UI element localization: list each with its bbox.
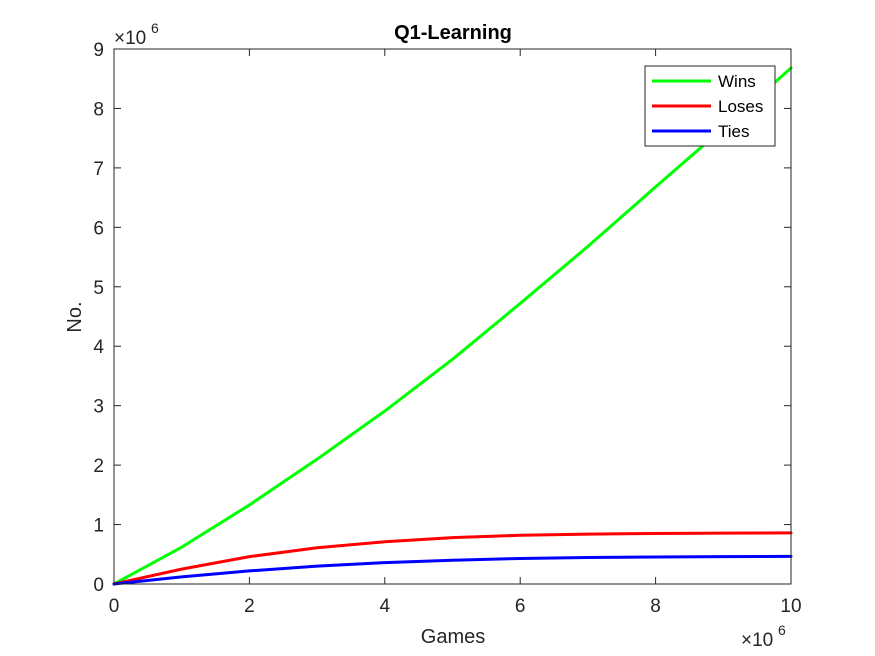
y-tick-label: 5 — [93, 278, 104, 299]
y-tick-label: 7 — [93, 159, 104, 180]
x-tick-label: 4 — [380, 596, 391, 617]
y-tick-label: 8 — [93, 99, 104, 120]
series-line-loses — [112, 531, 793, 586]
x-tick-label: 0 — [109, 596, 120, 617]
x-tick-label: 2 — [244, 596, 255, 617]
y-tick-label: 3 — [93, 397, 104, 418]
y-axis-label: No. — [64, 301, 86, 332]
x-tick-label: 6 — [515, 596, 526, 617]
x-tick-label: 8 — [650, 596, 661, 617]
y-tick-label: 4 — [93, 337, 104, 358]
x-axis-exponent: ×10 6 — [741, 622, 786, 651]
x-exponent-base: ×10 — [741, 630, 773, 651]
legend-items: Wins Loses Ties — [652, 72, 763, 141]
legend-label-ties: Ties — [718, 122, 750, 141]
x-axis-label: Games — [421, 626, 485, 648]
series-layer — [112, 66, 793, 586]
legend-label-wins: Wins — [718, 72, 756, 91]
y-tick-label: 2 — [93, 456, 104, 477]
y-tick-label: 1 — [93, 516, 104, 537]
chart-title: Q1-Learning — [394, 22, 512, 44]
y-tick-label: 0 — [93, 575, 104, 596]
x-tick-label: 10 — [780, 596, 801, 617]
y-axis-exponent: ×10 6 — [114, 20, 159, 49]
legend-label-loses: Loses — [718, 97, 763, 116]
series-line-wins — [112, 66, 793, 586]
y-tick-label: 9 — [93, 40, 104, 61]
y-tick-label: 6 — [93, 218, 104, 239]
ticks-layer: 0 2 4 6 8 10 0 1 2 3 4 5 6 7 8 9 — [93, 40, 801, 617]
x-exponent-power: 6 — [778, 622, 786, 638]
y-exponent-base: ×10 — [114, 28, 146, 49]
legend: Wins Loses Ties — [644, 65, 776, 147]
series-line-ties — [112, 554, 793, 586]
y-exponent-power: 6 — [151, 20, 159, 36]
plot-frame — [113, 48, 792, 585]
